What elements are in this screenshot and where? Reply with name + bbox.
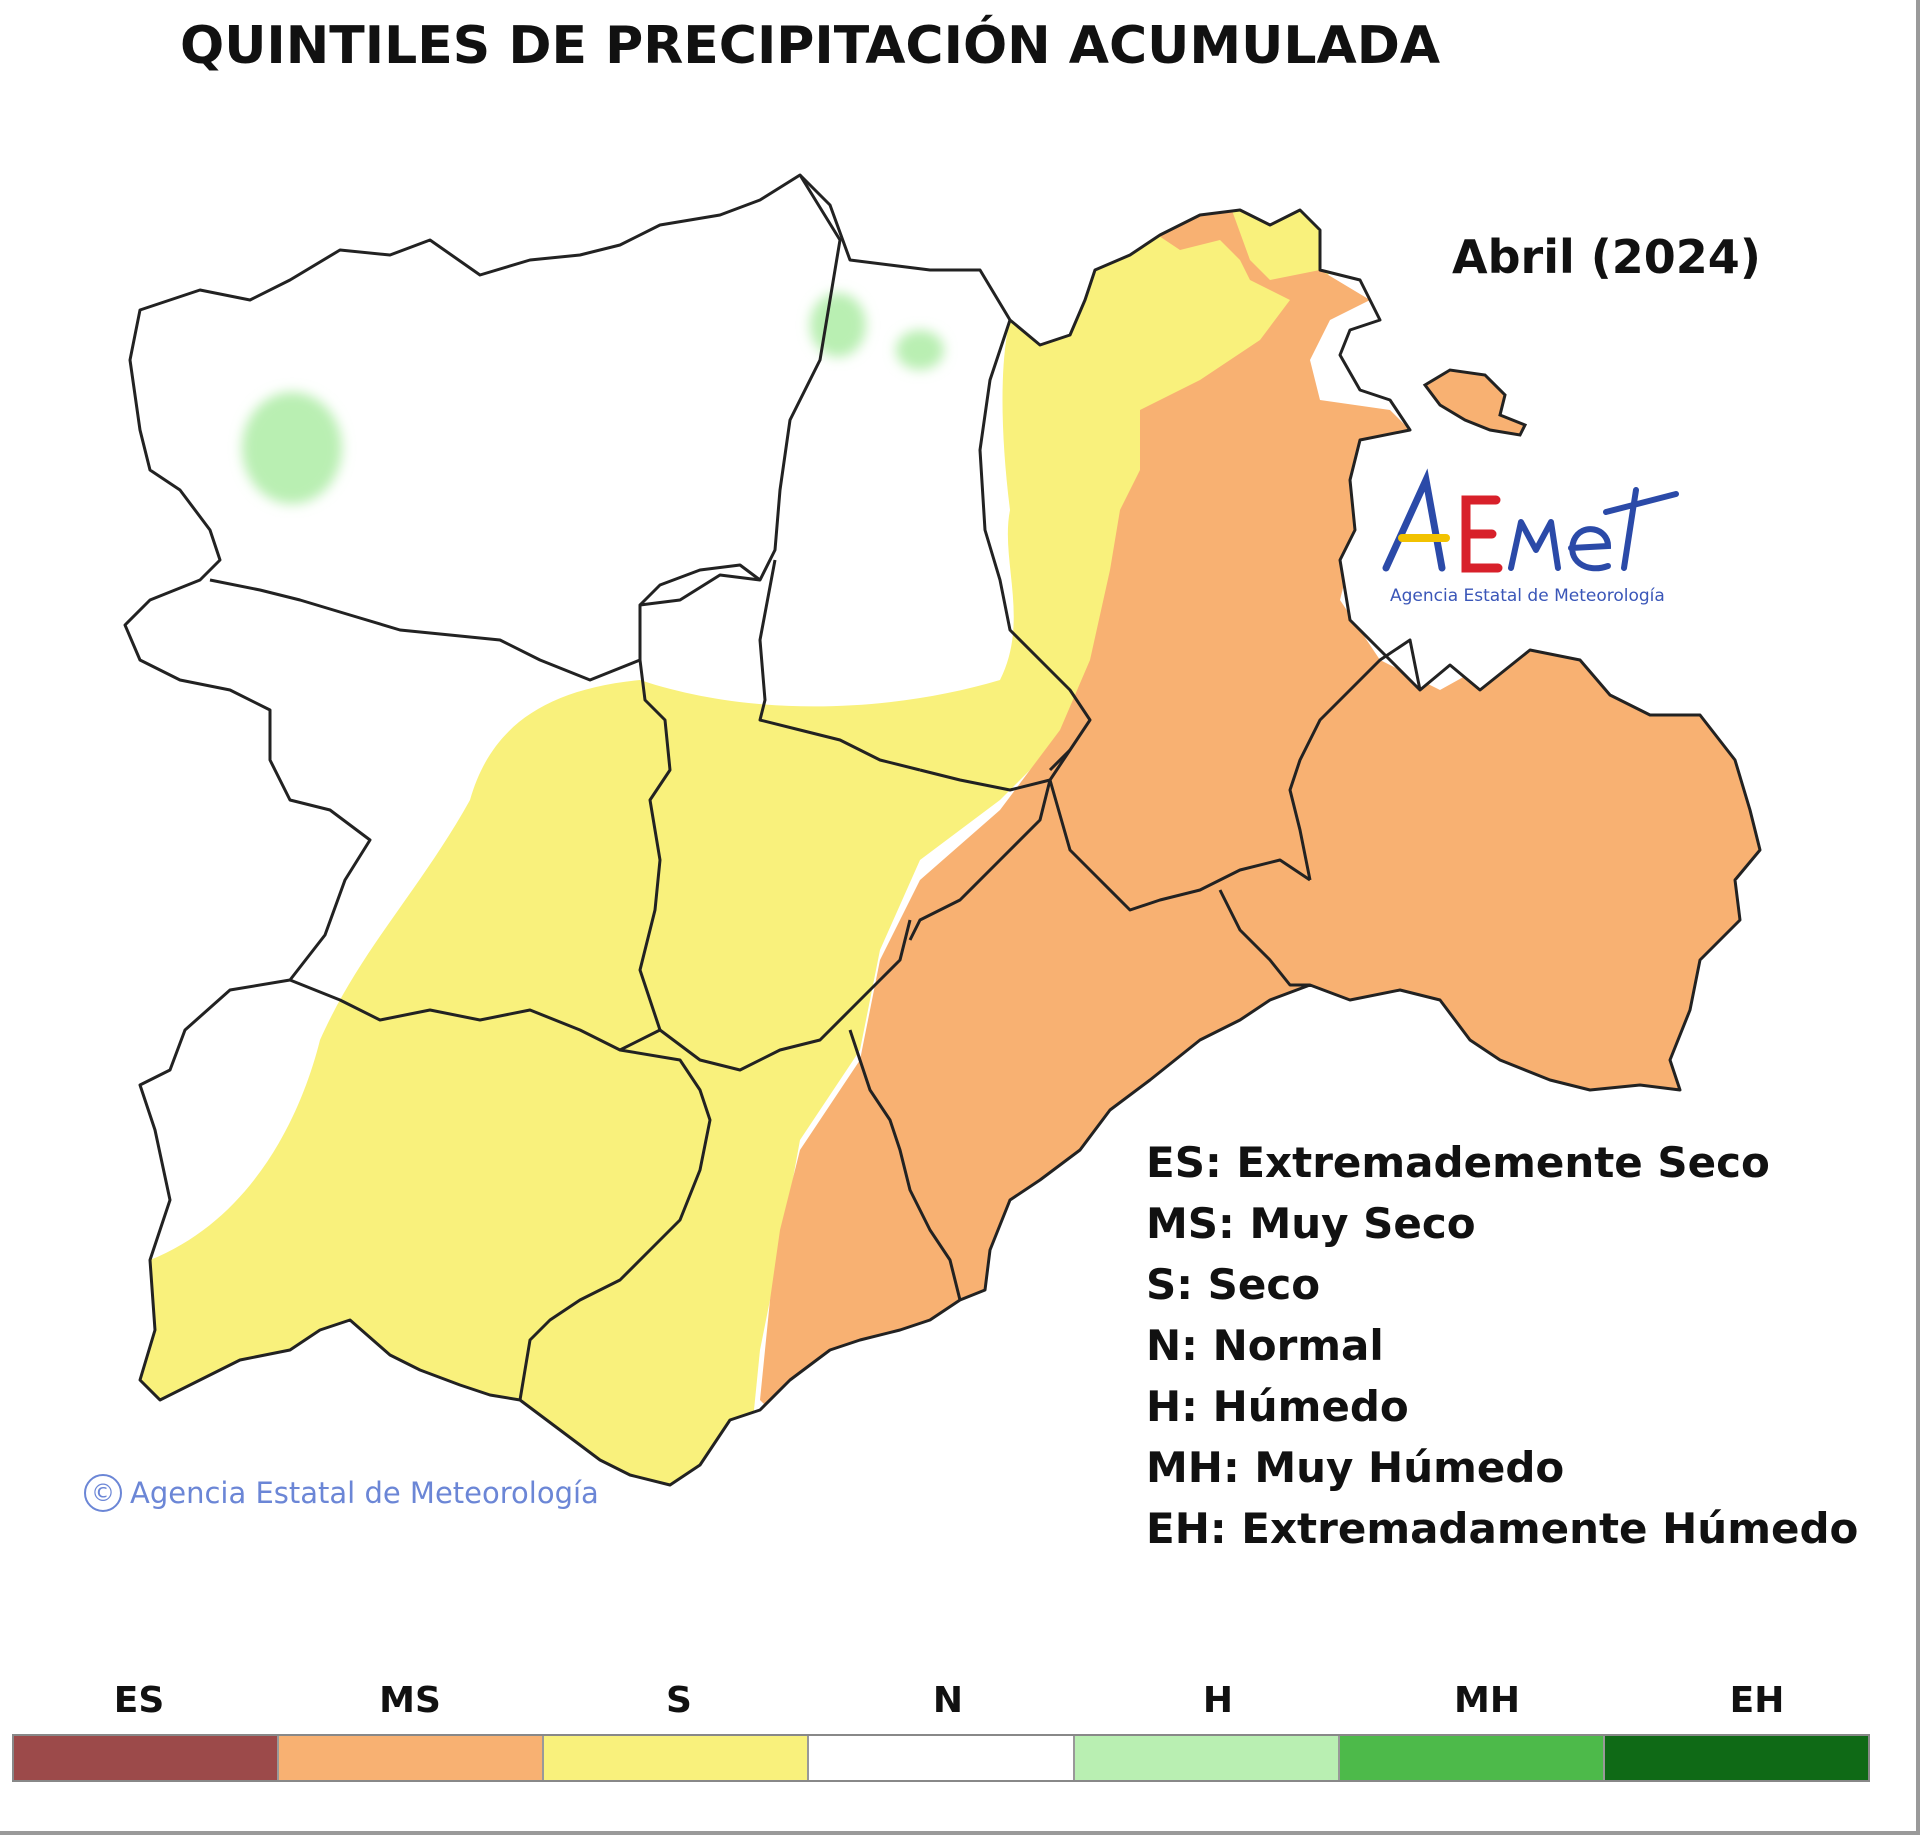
colorbar-segment-eh bbox=[1604, 1736, 1868, 1780]
aemet-logo-e2 bbox=[1568, 526, 1612, 572]
legend-item-ms: MS: Muy Seco bbox=[1146, 1199, 1476, 1248]
boundary-valladolid-segovia-avila bbox=[659, 919, 912, 1072]
map-title: QUINTILES DE PRECIPITACIÓN ACUMULADA bbox=[180, 16, 1441, 76]
colorbar-segment-mh bbox=[1339, 1736, 1605, 1780]
boundary-avila-segovia bbox=[848, 1029, 962, 1301]
legend-item-s: S: Seco bbox=[1146, 1260, 1321, 1309]
copyright-icon: © bbox=[84, 1474, 122, 1512]
colorbar-segment-h bbox=[1074, 1736, 1340, 1780]
aemet-logo-t bbox=[1603, 487, 1679, 571]
colorbar-segment-es bbox=[14, 1736, 280, 1780]
colorbar-label-mh: MH bbox=[1454, 1680, 1520, 1721]
region-seco bbox=[125, 200, 1340, 1485]
boundary-leon-zamora bbox=[209, 578, 641, 682]
colorbar-label-es: ES bbox=[113, 1680, 165, 1721]
boundary-soria-segovia bbox=[1218, 889, 1310, 987]
legend-item-mh: MH: Muy Húmedo bbox=[1146, 1443, 1565, 1492]
boundary-valladolid-segovia bbox=[908, 779, 1052, 941]
aemet-logo-a bbox=[1382, 468, 1446, 572]
colorbar-label-s: S bbox=[666, 1680, 692, 1721]
colorbar-segment-n bbox=[809, 1736, 1075, 1780]
colorbar-segment-s bbox=[544, 1736, 810, 1780]
boundary-burgos-soria bbox=[1288, 638, 1422, 881]
colorbar bbox=[12, 1734, 1870, 1782]
legend-item-es: ES: Extremademente Seco bbox=[1146, 1138, 1770, 1187]
boundary-palencia-valladolid bbox=[758, 559, 921, 772]
province-boundaries bbox=[209, 174, 1422, 1401]
colorbar-label-n: N bbox=[932, 1680, 964, 1721]
copyright-text: Agencia Estatal de Meteorología bbox=[130, 1476, 599, 1510]
legend-item-h: H: Húmedo bbox=[1146, 1382, 1409, 1431]
colorbar-label-eh: EH bbox=[1729, 1680, 1785, 1721]
region-humedo-leon bbox=[242, 392, 342, 504]
aemet-logo-m bbox=[1508, 519, 1561, 571]
legend-item-eh: EH: Extremadamente Húmedo bbox=[1146, 1504, 1859, 1553]
aemet-logo-e bbox=[1461, 495, 1503, 573]
aemet-logo bbox=[1382, 468, 1679, 573]
boundary-burgos-segovia-soria bbox=[1048, 779, 1311, 912]
region-humedo-palencia-1 bbox=[810, 293, 866, 357]
region-humedo-palencia-2 bbox=[896, 330, 944, 370]
boundary-zamora-salamanca bbox=[289, 978, 661, 1052]
colorbar-segment-ms bbox=[279, 1736, 545, 1780]
boundary-salamanca-avila bbox=[518, 1048, 712, 1401]
boundary-valladolid-burgos bbox=[919, 749, 1072, 792]
legend-list: ES: Extremademente Seco MS: Muy Seco S: … bbox=[1146, 1132, 1858, 1559]
colorbar-label-h: H bbox=[1202, 1680, 1234, 1721]
legend-item-n: N: Normal bbox=[1146, 1321, 1384, 1370]
region-outer-boundary bbox=[123, 173, 1762, 1487]
boundary-palencia-burgos bbox=[978, 319, 1092, 772]
colorbar-label-ms: MS bbox=[379, 1680, 441, 1721]
copyright-notice: © Agencia Estatal de Meteorología bbox=[84, 1474, 599, 1512]
boundary-leon-north-notch bbox=[638, 563, 761, 607]
boundary-leon-palencia bbox=[638, 174, 842, 660]
boundary-zamora-valladolid bbox=[638, 659, 672, 1031]
period-label: Abril (2024) bbox=[1452, 230, 1761, 284]
aemet-logo-subtitle: Agencia Estatal de Meteorología bbox=[1390, 586, 1665, 606]
enclave-trevino bbox=[1422, 368, 1528, 437]
